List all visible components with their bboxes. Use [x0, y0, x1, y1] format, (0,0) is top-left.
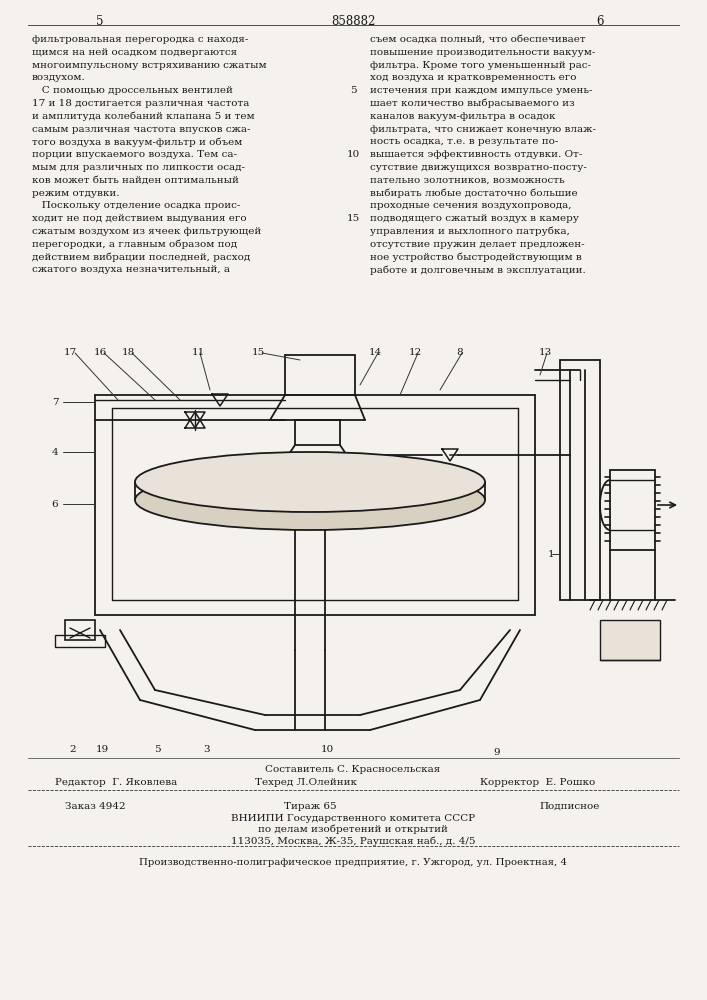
- Text: порции впускаемого воздуха. Тем са-: порции впускаемого воздуха. Тем са-: [32, 150, 237, 159]
- Text: того воздуха в вакуум-фильтр и объем: того воздуха в вакуум-фильтр и объем: [32, 137, 243, 147]
- Text: многоимпульсному встряхиванию сжатым: многоимпульсному встряхиванию сжатым: [32, 61, 267, 70]
- Text: 17: 17: [64, 348, 76, 357]
- Text: ность осадка, т.е. в результате по-: ность осадка, т.е. в результате по-: [370, 137, 559, 146]
- Text: ходит не под действием выдувания его: ходит не под действием выдувания его: [32, 214, 247, 223]
- Text: ное устройство быстродействующим в: ное устройство быстродействующим в: [370, 253, 582, 262]
- Text: вышается эффективность отдувки. От-: вышается эффективность отдувки. От-: [370, 150, 583, 159]
- Bar: [610, 470, 655, 550]
- Text: 8: 8: [457, 348, 463, 357]
- Text: 6: 6: [52, 500, 58, 509]
- Text: 14: 14: [368, 348, 382, 357]
- Bar: [285, 355, 355, 395]
- Text: перегородки, а главным образом под: перегородки, а главным образом под: [32, 240, 237, 249]
- Text: работе и долговечным в эксплуатации.: работе и долговечным в эксплуатации.: [370, 265, 586, 275]
- Text: повышение производительности вакуум-: повышение производительности вакуум-: [370, 48, 595, 57]
- Text: проходные сечения воздухопровода,: проходные сечения воздухопровода,: [370, 201, 571, 210]
- Text: Производственно-полиграфическое предприятие, г. Ужгород, ул. Проектная, 4: Производственно-полиграфическое предприя…: [139, 858, 567, 867]
- Text: Корректор  Е. Рошко: Корректор Е. Рошко: [480, 778, 595, 787]
- Text: 16: 16: [93, 348, 107, 357]
- Text: 11: 11: [192, 348, 204, 357]
- Bar: [65, 620, 95, 640]
- Text: фильтровальная перегородка с находя-: фильтровальная перегородка с находя-: [32, 35, 248, 44]
- Text: 2: 2: [70, 745, 76, 754]
- Text: Техред Л.Олейник: Техред Л.Олейник: [255, 778, 357, 787]
- Text: воздухом.: воздухом.: [32, 73, 86, 82]
- Text: 6: 6: [596, 15, 604, 28]
- Text: ход воздуха и кратковременность его: ход воздуха и кратковременность его: [370, 73, 576, 82]
- Text: Редактор  Г. Яковлева: Редактор Г. Яковлева: [55, 778, 177, 787]
- Text: и амплитуда колебаний клапана 5 и тем: и амплитуда колебаний клапана 5 и тем: [32, 112, 255, 121]
- Text: 10: 10: [320, 745, 334, 754]
- Text: 113035, Москва, Ж-35, Раушская наб., д. 4/5: 113035, Москва, Ж-35, Раушская наб., д. …: [230, 836, 475, 846]
- Text: 4: 4: [52, 448, 58, 457]
- Text: 5: 5: [153, 745, 160, 754]
- Text: съем осадка полный, что обеспечивает: съем осадка полный, что обеспечивает: [370, 35, 585, 44]
- Text: 17 и 18 достигается различная частота: 17 и 18 достигается различная частота: [32, 99, 250, 108]
- Text: истечения при каждом импульсе умень-: истечения при каждом импульсе умень-: [370, 86, 592, 95]
- Text: подводящего сжатый воздух в камеру: подводящего сжатый воздух в камеру: [370, 214, 579, 223]
- Text: управления и выхлопного патрубка,: управления и выхлопного патрубка,: [370, 227, 570, 236]
- Ellipse shape: [135, 452, 485, 512]
- Text: С помощью дроссельных вентилей: С помощью дроссельных вентилей: [32, 86, 233, 95]
- Text: 12: 12: [409, 348, 421, 357]
- Text: Тираж 65: Тираж 65: [284, 802, 337, 811]
- Text: действием вибрации последней, расход: действием вибрации последней, расход: [32, 253, 250, 262]
- Text: 3: 3: [204, 745, 210, 754]
- Text: Заказ 4942: Заказ 4942: [65, 802, 126, 811]
- Text: каналов вакуум-фильтра в осадок: каналов вакуум-фильтра в осадок: [370, 112, 556, 121]
- Text: 1: 1: [548, 550, 554, 559]
- Text: по делам изобретений и открытий: по делам изобретений и открытий: [258, 825, 448, 834]
- Text: 858882: 858882: [331, 15, 375, 28]
- Text: 15: 15: [346, 214, 360, 223]
- Bar: [55, 635, 105, 647]
- Bar: [295, 420, 340, 445]
- Text: Поскольку отделение осадка проис-: Поскольку отделение осадка проис-: [32, 201, 240, 210]
- Text: шает количество выбрасываемого из: шает количество выбрасываемого из: [370, 99, 575, 108]
- Text: Подписное: Подписное: [540, 802, 600, 811]
- Text: сжатым воздухом из ячеек фильтрующей: сжатым воздухом из ячеек фильтрующей: [32, 227, 262, 236]
- Text: режим отдувки.: режим отдувки.: [32, 189, 119, 198]
- Text: 5: 5: [96, 15, 104, 28]
- Text: фильтрата, что снижает конечную влаж-: фильтрата, что снижает конечную влаж-: [370, 125, 596, 134]
- Text: выбирать любые достаточно большие: выбирать любые достаточно большие: [370, 189, 578, 198]
- Text: мым для различных по липкости осад-: мым для различных по липкости осад-: [32, 163, 245, 172]
- Text: 10: 10: [346, 150, 360, 159]
- Text: Составитель С. Красносельская: Составитель С. Красносельская: [265, 765, 440, 774]
- Text: щимся на ней осадком подвергаются: щимся на ней осадком подвергаются: [32, 48, 237, 57]
- Text: 5: 5: [350, 86, 356, 95]
- Text: ВНИИПИ Государственного комитета СССР: ВНИИПИ Государственного комитета СССР: [231, 814, 475, 823]
- Ellipse shape: [135, 470, 485, 530]
- Text: 9: 9: [493, 748, 501, 757]
- Text: сутствие движущихся возвратно-посту-: сутствие движущихся возвратно-посту-: [370, 163, 587, 172]
- Text: сжатого воздуха незначительный, а: сжатого воздуха незначительный, а: [32, 265, 230, 274]
- Bar: [600, 620, 660, 660]
- Text: фильтра. Кроме того уменьшенный рас-: фильтра. Кроме того уменьшенный рас-: [370, 61, 591, 70]
- Text: отсутствие пружин делает предложен-: отсутствие пружин делает предложен-: [370, 240, 585, 249]
- Text: самым различная частота впусков сжа-: самым различная частота впусков сжа-: [32, 125, 250, 134]
- Text: 13: 13: [538, 348, 551, 357]
- Text: 7: 7: [52, 398, 58, 407]
- Text: ков может быть найден оптимальный: ков может быть найден оптимальный: [32, 176, 239, 185]
- Text: 18: 18: [122, 348, 134, 357]
- Text: пательно золотников, возможность: пательно золотников, возможность: [370, 176, 565, 185]
- Text: 15: 15: [252, 348, 264, 357]
- Text: 19: 19: [96, 745, 110, 754]
